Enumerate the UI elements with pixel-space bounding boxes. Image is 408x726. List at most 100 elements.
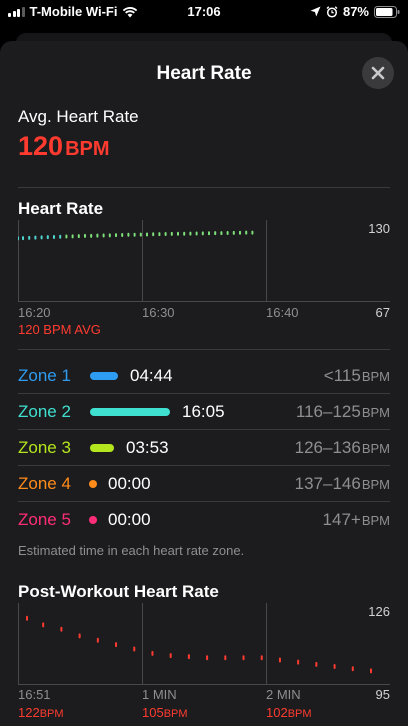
pw-data-point [169,653,172,659]
pw-y-min-label: 95 [375,687,390,702]
pw-data-point [42,622,45,628]
post-workout-title: Post-Workout Heart Rate [18,582,219,601]
zone-name: Zone 5 [18,510,71,529]
wifi-icon [123,6,138,17]
zone-name: Zone 1 [18,366,71,385]
hr-data-point [170,231,173,236]
hr-data-point [59,234,62,239]
hr-data-point [226,230,229,235]
hr-data-point [195,231,198,236]
hr-data-point [121,233,124,238]
hr-data-point [53,234,55,239]
pw-value-3: 102BPM [266,705,312,720]
location-arrow-icon [310,6,321,17]
pw-value-2: 105BPM [142,705,188,720]
close-icon [371,66,385,80]
hr-data-point [158,232,161,237]
hr-data-point [84,233,86,238]
hr-y-min-label: 67 [375,305,390,320]
avg-value-number: 120 [18,131,64,161]
pw-data-point [224,655,227,661]
zone-row: Zone 1 04:44 <115BPM [18,358,390,394]
pw-data-point [78,633,81,639]
pw-data-point [351,666,354,672]
hr-data-point [102,233,105,238]
zone-name: Zone 2 [18,402,71,421]
zone-row: Zone 3 03:53 126–136BPM [18,430,390,466]
hr-y-max-label: 130 [368,221,390,236]
pw-data-point [115,642,118,648]
divider [18,465,390,466]
zone-row: Zone 5 00:00 147+BPM [18,502,390,538]
zone-range: <115BPM [323,366,390,385]
heart-rate-chart: 130 16:20 16:30 16:40 67 120 BPM AVG [18,220,390,344]
zone-bar [90,444,114,452]
hr-data-point [251,230,254,235]
hr-x-label-1: 16:20 [18,305,51,320]
zone-range: 137–146BPM [294,474,390,493]
post-workout-plot [18,603,390,685]
hr-data-point [18,236,20,241]
zone-bar [90,408,170,416]
pw-data-point [206,655,209,661]
battery-percent: 87% [342,4,369,19]
signal-icon [8,6,25,17]
pw-data-point [60,626,63,632]
hr-data-point [164,231,167,236]
hr-data-point [201,231,204,236]
pw-x-label-1: 16:51 [18,687,51,702]
divider [18,187,390,188]
alarm-icon [326,5,338,18]
hr-data-point [214,231,217,236]
hr-data-point [133,232,136,237]
hr-data-point [220,231,223,236]
zones-note: Estimated time in each heart rate zone. [18,543,245,558]
pw-data-point [187,654,190,660]
pw-data-point [370,668,372,674]
hr-data-point [115,233,117,238]
zone-row: Zone 2 16:05 116–125BPM [18,394,390,430]
hr-data-point [34,235,37,240]
pw-data-point [242,655,245,661]
zone-name: Zone 4 [18,474,71,493]
battery-icon [374,5,400,18]
divider [18,429,390,430]
avg-heart-rate-value: 120 BPM [18,131,110,162]
hr-data-point [77,234,80,239]
post-workout-chart: 126 16:51 1 MIN 2 MIN 95 122BPM 105BPM 1… [18,603,390,723]
pw-data-point [151,650,154,656]
heart-rate-plot [18,220,390,302]
heart-rate-chart-title: Heart Rate [18,199,104,218]
pw-data-point [297,659,300,665]
pw-data-point [278,657,281,663]
pw-data-point [315,661,318,667]
zone-bar [90,372,118,380]
hr-data-point [183,231,186,236]
status-bar: T-Mobile Wi-Fi 17:06 87% [0,0,408,24]
hr-data-point [152,232,155,237]
avg-heart-rate-label: Avg. Heart Rate [18,107,139,126]
pw-x-label-2: 1 MIN [142,687,177,702]
zone-time: 00:00 [108,474,151,493]
zone-time: 04:44 [130,366,173,385]
zone-name: Zone 3 [18,438,71,457]
pw-y-max-label: 126 [368,604,390,619]
pw-data-point [333,664,336,670]
close-button[interactable] [362,57,394,89]
zone-dot [89,480,97,488]
hr-avg-label: 120 BPM AVG [18,322,101,337]
zone-range: 126–136BPM [294,438,390,457]
zone-time: 00:00 [108,510,151,529]
pw-data-point [26,615,28,621]
hr-data-point [208,231,210,236]
zone-range: 116–125BPM [295,402,390,421]
sheet-title: Heart Rate [156,63,252,84]
hr-data-point [139,232,142,237]
hr-data-point [245,230,248,235]
pw-x-label-3: 2 MIN [266,687,301,702]
hr-data-point [40,235,43,240]
hr-data-point [232,230,235,235]
pw-data-point [133,646,136,652]
carrier-label: T-Mobile Wi-Fi [29,4,118,19]
zone-dot [89,516,97,524]
